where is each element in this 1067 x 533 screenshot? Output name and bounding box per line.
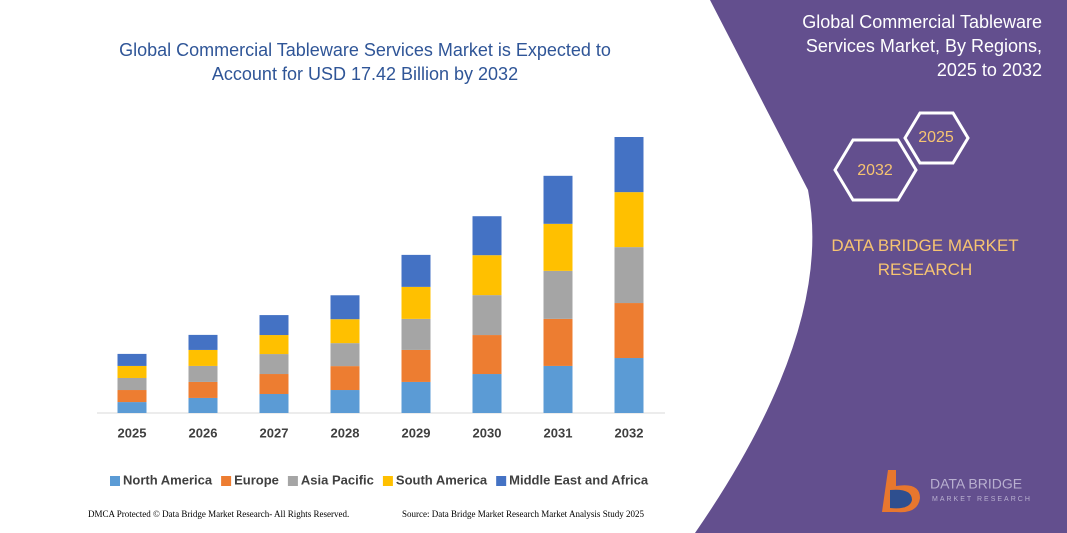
bar-segment: [117, 390, 147, 403]
bar-segment: [330, 295, 360, 320]
bar-segment: [401, 381, 431, 413]
bar-segment: [188, 365, 218, 382]
bar-segment: [401, 254, 431, 287]
legend-swatch: [110, 476, 120, 486]
bar-segment: [401, 349, 431, 382]
x-tick-label: 2032: [615, 425, 644, 440]
bar-segment: [472, 295, 502, 336]
bar-segment: [330, 319, 360, 344]
legend-swatch: [496, 476, 507, 486]
legend-swatch: [382, 476, 393, 486]
hexagon: [833, 138, 918, 202]
bar-segment: [401, 286, 431, 319]
footer-right: Source: Data Bridge Market Research Mark…: [402, 509, 644, 519]
bar-segment: [188, 334, 218, 350]
bar-segment: [117, 353, 147, 366]
bar-segment: [614, 358, 644, 413]
logo-name: DATA BRIDGE: [930, 476, 1022, 492]
x-tick-label: 2030: [473, 425, 502, 440]
bar-segment: [401, 318, 431, 350]
legend-label: Europe: [234, 472, 279, 487]
legend-swatch: [287, 476, 298, 486]
bar-segment: [330, 390, 360, 413]
bar-segment: [259, 315, 289, 336]
bar-segment: [614, 247, 644, 304]
bar-segment: [117, 365, 147, 378]
x-tick-label: 2029: [402, 425, 431, 440]
footer-left: DMCA Protected © Data Bridge Market Rese…: [88, 509, 349, 519]
bar-segment: [259, 393, 289, 413]
logo-mark: [890, 489, 912, 509]
brand: DATA BRIDGE MARKET RESEARCH: [831, 236, 1019, 279]
x-tick-label: 2025: [118, 425, 147, 440]
legend-label: South America: [396, 472, 488, 487]
logo-tagline: MARKET RESEARCH: [932, 496, 1032, 503]
hex-label: 2032: [857, 162, 893, 179]
x-tick-label: 2027: [260, 425, 289, 440]
legend-label: North America: [123, 472, 213, 487]
bar-segment: [472, 335, 502, 375]
bar-segment: [614, 192, 644, 248]
bar-segment: [259, 335, 289, 355]
bar-segment: [117, 377, 147, 391]
x-tick-label: 2028: [331, 425, 360, 440]
bar-segment: [543, 318, 573, 366]
side-panel: [695, 0, 1067, 533]
legend-swatch: [221, 476, 232, 486]
hexagon: [903, 111, 970, 165]
chart-title: Global Commercial Tableware Services Mar…: [119, 40, 611, 84]
hex-label: 2025: [918, 129, 954, 146]
legend-label: Middle East and Africa: [509, 472, 649, 487]
bar-segment: [330, 366, 360, 391]
bar-segment: [472, 374, 502, 413]
bar-segment: [259, 374, 289, 394]
bar-segment: [543, 175, 573, 224]
bar-segment: [188, 349, 218, 366]
bar-segment: [543, 365, 573, 413]
bar-segment: [614, 303, 644, 359]
bar-segment: [472, 216, 502, 256]
x-tick-label: 2026: [189, 425, 218, 440]
bar-segment: [614, 137, 644, 193]
bar-segment: [117, 402, 147, 413]
bar-segment: [188, 381, 218, 398]
bar-segment: [543, 270, 573, 319]
panel-title: Global Commercial Tableware Services Mar…: [802, 12, 1042, 80]
bar-segment: [472, 255, 502, 296]
bar-segment: [330, 343, 360, 367]
bar-segment: [188, 397, 218, 413]
bar-segment: [259, 354, 289, 375]
legend-label: Asia Pacific: [301, 472, 374, 487]
bar-segment: [543, 223, 573, 271]
x-tick-label: 2031: [544, 425, 573, 440]
